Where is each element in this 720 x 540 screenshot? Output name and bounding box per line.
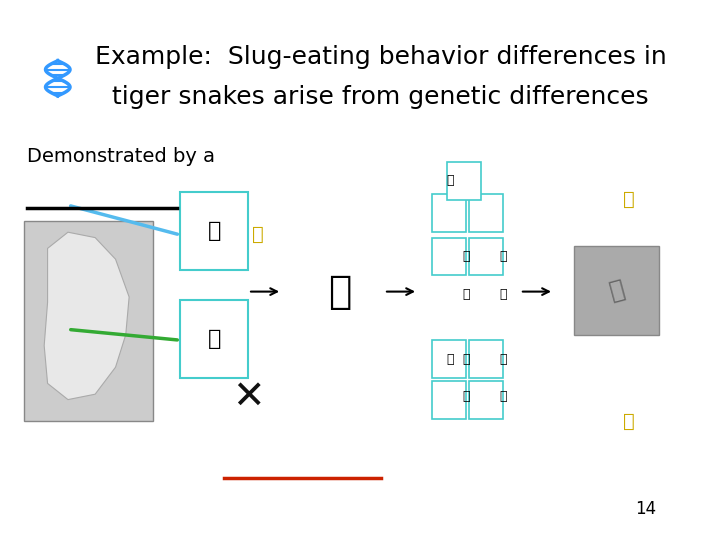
- Text: ✕: ✕: [232, 378, 264, 416]
- Text: 🐍: 🐍: [207, 328, 221, 349]
- Text: 🐍: 🐍: [446, 353, 454, 366]
- Text: 🦎: 🦎: [623, 190, 634, 210]
- Bar: [431, 340, 466, 378]
- Text: 🦎: 🦎: [623, 411, 634, 431]
- Text: 🐍: 🐍: [499, 288, 507, 301]
- Bar: [431, 238, 466, 275]
- Text: 🐍: 🐍: [462, 390, 470, 403]
- Text: 🐍: 🐍: [462, 288, 470, 301]
- Text: 🐍: 🐍: [499, 390, 507, 403]
- Text: 🐍: 🐍: [499, 250, 507, 263]
- Bar: [575, 246, 660, 335]
- Bar: [180, 192, 248, 270]
- Text: 14: 14: [635, 501, 656, 518]
- Bar: [447, 162, 481, 200]
- Text: Example:  Slug-eating behavior differences in: Example: Slug-eating behavior difference…: [95, 45, 667, 69]
- Text: 〜: 〜: [607, 276, 627, 303]
- Bar: [469, 194, 503, 232]
- Text: tiger snakes arise from genetic differences: tiger snakes arise from genetic differen…: [112, 85, 649, 109]
- Bar: [469, 340, 503, 378]
- Text: Demonstrated by a: Demonstrated by a: [27, 147, 215, 166]
- Text: 🌳: 🌳: [328, 273, 351, 310]
- Text: 🐍: 🐍: [499, 353, 507, 366]
- Bar: [469, 238, 503, 275]
- Text: 🐍: 🐍: [207, 220, 221, 241]
- Bar: [469, 381, 503, 418]
- Bar: [431, 381, 466, 418]
- Text: 🦎: 🦎: [253, 225, 264, 245]
- Bar: [24, 221, 153, 421]
- Polygon shape: [44, 232, 129, 400]
- Text: 🐍: 🐍: [462, 353, 470, 366]
- Text: 🐍: 🐍: [446, 174, 454, 187]
- Text: 🐍: 🐍: [462, 250, 470, 263]
- Bar: [431, 194, 466, 232]
- Bar: [180, 300, 248, 378]
